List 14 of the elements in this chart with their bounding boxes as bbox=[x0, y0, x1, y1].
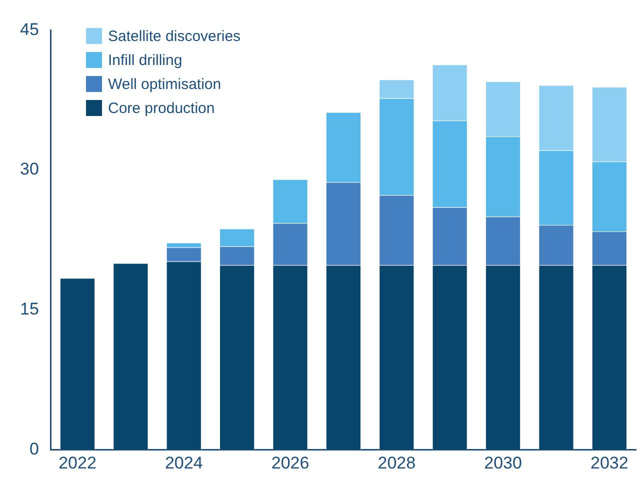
y-tick-label: 45 bbox=[20, 20, 39, 39]
x-tick-label: 2028 bbox=[378, 453, 416, 472]
x-tick-label: 2022 bbox=[58, 453, 96, 472]
y-tick-label: 0 bbox=[29, 439, 39, 458]
legend-label: Satellite discoveries bbox=[108, 28, 241, 44]
y-tick-label: 30 bbox=[20, 160, 39, 179]
x-tick-label: 2024 bbox=[164, 453, 203, 472]
x-tick-label: 2030 bbox=[484, 453, 522, 472]
legend-label: Infill drilling bbox=[108, 52, 182, 68]
legend-label: Well optimisation bbox=[108, 76, 222, 92]
x-tick-label: 2032 bbox=[590, 453, 628, 472]
y-tick-label: 15 bbox=[20, 299, 39, 318]
legend-label: Core production bbox=[108, 100, 215, 116]
x-tick-label: 2026 bbox=[271, 453, 310, 472]
